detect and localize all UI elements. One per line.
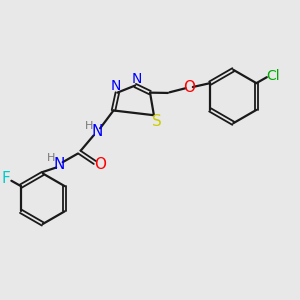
Text: Cl: Cl (266, 69, 280, 83)
Text: H: H (85, 121, 93, 131)
Text: N: N (53, 157, 65, 172)
Text: H: H (46, 153, 55, 163)
Text: F: F (2, 171, 11, 186)
Text: N: N (132, 72, 142, 86)
Text: O: O (183, 80, 195, 95)
Text: O: O (94, 158, 106, 172)
Text: N: N (92, 124, 103, 140)
Text: S: S (152, 114, 162, 129)
Text: N: N (110, 79, 121, 93)
